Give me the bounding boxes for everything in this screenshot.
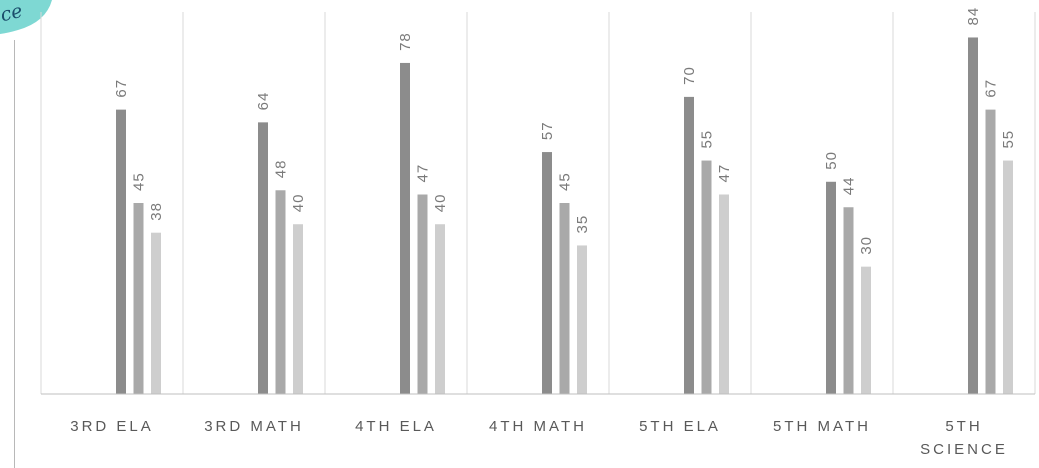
bar — [417, 194, 428, 394]
bar — [1003, 160, 1013, 394]
data-label: 47 — [415, 164, 432, 183]
data-labels: 67 64 78 57 70 50 84 45 48 47 45 55 44 67 38 40 40 35 47 30… — [113, 7, 1017, 255]
bar — [258, 122, 268, 394]
bar — [985, 109, 996, 394]
bar — [275, 190, 286, 394]
x-tick-label: 3RD ELA — [70, 418, 154, 435]
data-label: 78 — [397, 32, 414, 51]
bar — [719, 194, 729, 394]
data-label: 55 — [699, 130, 716, 149]
logo-shape — [0, 0, 52, 34]
data-label: 48 — [273, 160, 290, 179]
x-tick-label: 4TH ELA — [355, 418, 437, 435]
bar — [542, 152, 552, 394]
data-label: 57 — [539, 121, 556, 140]
bar — [116, 109, 126, 394]
x-tick-label: 5TH MATH — [773, 418, 871, 435]
data-label: 55 — [1000, 130, 1017, 149]
bar — [826, 181, 836, 394]
data-label: 44 — [841, 177, 858, 196]
data-label: 30 — [858, 236, 875, 255]
bar — [701, 160, 712, 394]
data-label: 47 — [716, 164, 733, 183]
bar — [435, 224, 445, 394]
data-label: 35 — [574, 215, 591, 234]
x-tick-label: 3RD MATH — [204, 418, 304, 435]
bar — [684, 96, 694, 394]
data-label: 50 — [823, 151, 840, 170]
bar — [861, 266, 871, 394]
x-tick-label: 5TH ELA — [639, 418, 721, 435]
left-border-rule — [14, 40, 15, 468]
bars — [116, 37, 1013, 394]
data-label: 67 — [983, 79, 1000, 98]
data-label: 67 — [113, 79, 130, 98]
bar — [293, 224, 303, 394]
data-label: 40 — [432, 194, 449, 213]
category-separators — [40, 12, 1036, 394]
bar — [400, 62, 410, 394]
data-label: 70 — [681, 66, 698, 85]
data-label: 45 — [557, 172, 574, 191]
bar — [133, 203, 144, 394]
x-axis-tick-labels: 3RD ELA 3RD MATH 4TH ELA 4TH MATH 5TH ELA 5TH… — [70, 418, 1008, 458]
data-label: 84 — [965, 7, 982, 26]
bar — [843, 207, 854, 394]
bar — [577, 245, 587, 394]
x-tick-label: SCIENCE — [920, 441, 1008, 458]
logo-fragment: ce — [0, 0, 52, 34]
bar — [151, 232, 161, 394]
bar — [968, 37, 978, 394]
data-label: 64 — [255, 92, 272, 111]
x-tick-label: 4TH MATH — [489, 418, 587, 435]
data-label: 45 — [131, 172, 148, 191]
bar — [559, 203, 570, 394]
x-tick-label: 5TH — [945, 418, 982, 435]
data-label: 38 — [148, 202, 165, 221]
data-label: 40 — [290, 194, 307, 213]
